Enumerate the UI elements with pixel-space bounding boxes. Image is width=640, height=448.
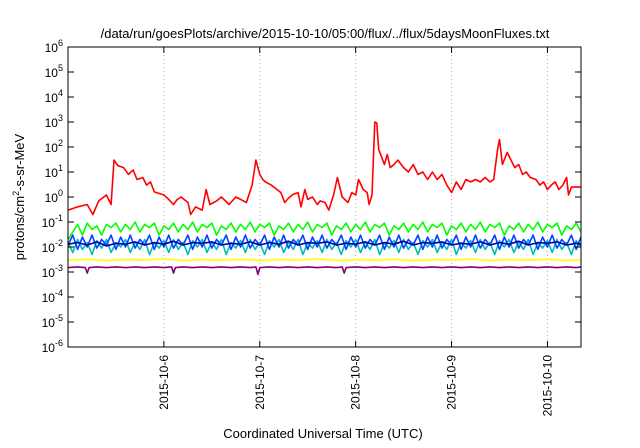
x-axis: 2015-10-6 2015-10-7 2015-10-8 2015-10-9 2015… <box>157 47 554 417</box>
y-tick-exponent: 0 <box>58 188 63 198</box>
y-tick-exponent: -4 <box>55 288 63 298</box>
y-tick-exponent: 5 <box>58 63 63 73</box>
y-tick-label: 103 <box>45 113 63 130</box>
y-tick-label: 10-3 <box>42 263 63 280</box>
series-line-5 <box>67 240 582 247</box>
y-tick-exponent: 6 <box>58 38 63 48</box>
x-tick-label: 2015-10-6 <box>157 355 171 410</box>
x-axis-label: Coordinated Universal Time (UTC) <box>223 426 422 441</box>
y-tick-exponent: 3 <box>58 113 63 123</box>
y-tick-label: 102 <box>45 138 63 155</box>
y-tick-exponent: -3 <box>55 263 63 273</box>
y-tick-exponent: -1 <box>55 213 63 223</box>
y-tick-label: 10-2 <box>42 238 63 255</box>
series-line-7 <box>67 266 582 276</box>
y-tick-base: 10 <box>45 191 59 205</box>
y-tick-label: 10-5 <box>42 313 63 330</box>
y-tick-base: 10 <box>45 141 59 155</box>
y-tick-label: 10-6 <box>42 338 63 355</box>
y-tick-exponent: 1 <box>58 163 63 173</box>
y-tick-base: 10 <box>45 41 59 55</box>
series-line-1 <box>67 121 581 216</box>
y-tick-label: 106 <box>45 38 63 55</box>
y-tick-base: 10 <box>45 91 59 105</box>
y-tick-label: 105 <box>45 63 63 80</box>
chart-title: /data/run/goesPlots/archive/2015-10-10/0… <box>101 26 550 41</box>
x-tick-label: 2015-10-10 <box>540 355 554 417</box>
y-tick-label: 104 <box>45 88 63 105</box>
x-tick-label: 2015-10-9 <box>445 355 459 410</box>
y-tick-label: 100 <box>45 188 63 205</box>
y-tick-base: 10 <box>42 266 56 280</box>
y-tick-label: 101 <box>45 163 63 180</box>
y-tick-base: 10 <box>42 316 56 330</box>
y-tick-label: 10-4 <box>42 288 63 305</box>
y-axis-label-main: protons/cm <box>12 196 27 260</box>
y-tick-exponent: -6 <box>55 338 63 348</box>
y-tick-base: 10 <box>42 341 56 355</box>
y-tick-exponent: 4 <box>58 88 63 98</box>
y-tick-exponent: 2 <box>58 138 63 148</box>
series-line-2 <box>67 221 582 240</box>
y-axis-label-superscript: 2 <box>11 191 21 196</box>
y-axis-label-suffix: -s-sr-MeV <box>12 133 27 190</box>
x-tick-label: 2015-10-7 <box>253 355 267 410</box>
y-tick-base: 10 <box>45 166 59 180</box>
y-tick-base: 10 <box>45 66 59 80</box>
y-tick-base: 10 <box>45 116 59 130</box>
y-axis: 10-610-510-410-310-210-11001011021031041… <box>42 38 581 355</box>
y-tick-base: 10 <box>42 241 56 255</box>
y-tick-label: 10-1 <box>42 213 63 230</box>
y-tick-exponent: -2 <box>55 238 63 248</box>
y-tick-base: 10 <box>42 216 56 230</box>
x-tick-label: 2015-10-8 <box>349 355 363 410</box>
y-tick-exponent: -5 <box>55 313 63 323</box>
y-axis-label: protons/cm2-s-sr-MeV <box>11 133 27 260</box>
series-line-6 <box>67 258 582 262</box>
series-group <box>67 121 582 276</box>
y-tick-base: 10 <box>42 291 56 305</box>
plot-frame <box>67 46 582 348</box>
